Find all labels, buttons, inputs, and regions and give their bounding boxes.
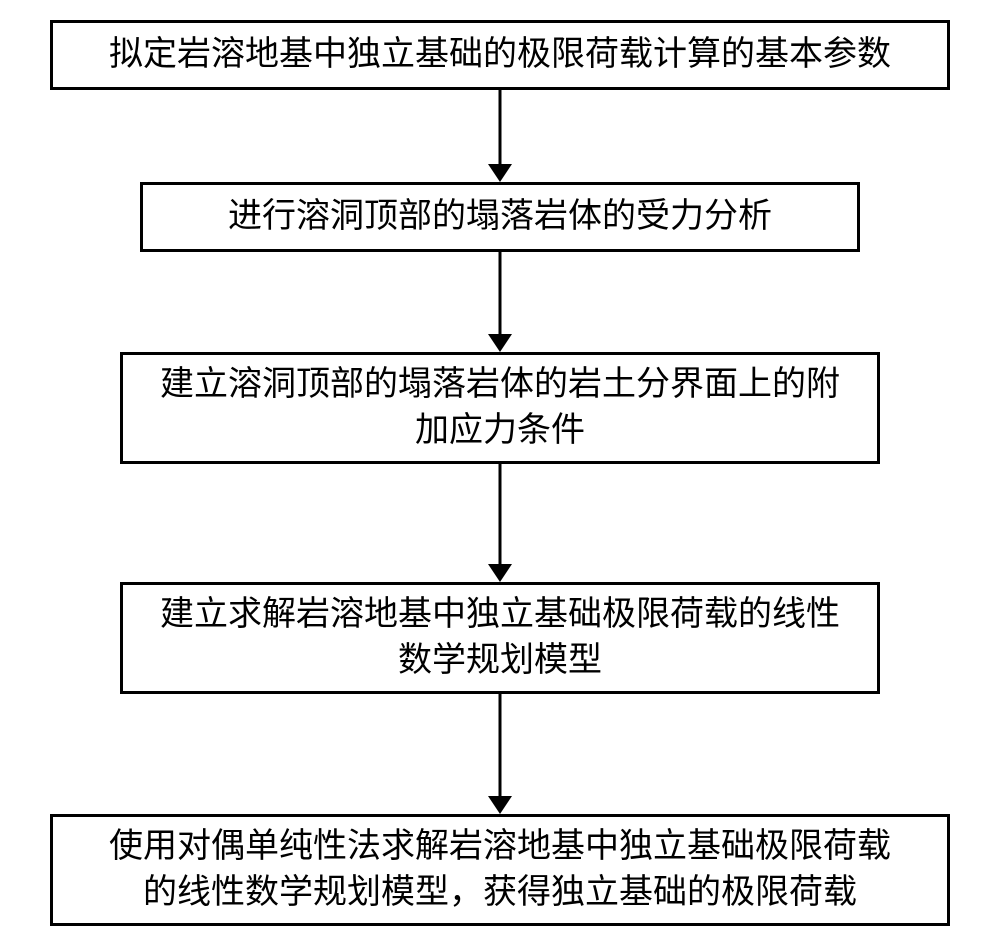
arrow-down-icon	[488, 464, 512, 582]
flow-step-4: 建立求解岩溶地基中独立基础极限荷载的线性 数学规划模型	[120, 582, 880, 694]
arrow-down-icon	[488, 694, 512, 814]
flow-step-3-label: 建立溶洞顶部的塌落岩体的岩土分界面上的附 加应力条件	[160, 362, 840, 454]
arrow-3	[50, 464, 950, 582]
flow-step-2: 进行溶洞顶部的塌落岩体的受力分析	[140, 182, 860, 252]
flow-step-5: 使用对偶单纯性法求解岩溶地基中独立基础极限荷载 的线性数学规划模型，获得独立基础…	[50, 814, 950, 926]
flowchart: 拟定岩溶地基中独立基础的极限荷载计算的基本参数进行溶洞顶部的塌落岩体的受力分析建…	[50, 20, 950, 926]
arrow-1	[50, 90, 950, 182]
flow-step-4-label: 建立求解岩溶地基中独立基础极限荷载的线性 数学规划模型	[160, 592, 840, 684]
arrow-4	[50, 694, 950, 814]
flow-step-5-label: 使用对偶单纯性法求解岩溶地基中独立基础极限荷载 的线性数学规划模型，获得独立基础…	[109, 824, 891, 916]
flow-step-3: 建立溶洞顶部的塌落岩体的岩土分界面上的附 加应力条件	[120, 352, 880, 464]
arrow-down-icon	[488, 90, 512, 182]
arrow-2	[50, 252, 950, 352]
flow-step-1-label: 拟定岩溶地基中独立基础的极限荷载计算的基本参数	[109, 32, 891, 78]
flow-step-2-label: 进行溶洞顶部的塌落岩体的受力分析	[228, 194, 772, 240]
flow-step-1: 拟定岩溶地基中独立基础的极限荷载计算的基本参数	[50, 20, 950, 90]
arrow-down-icon	[488, 252, 512, 352]
